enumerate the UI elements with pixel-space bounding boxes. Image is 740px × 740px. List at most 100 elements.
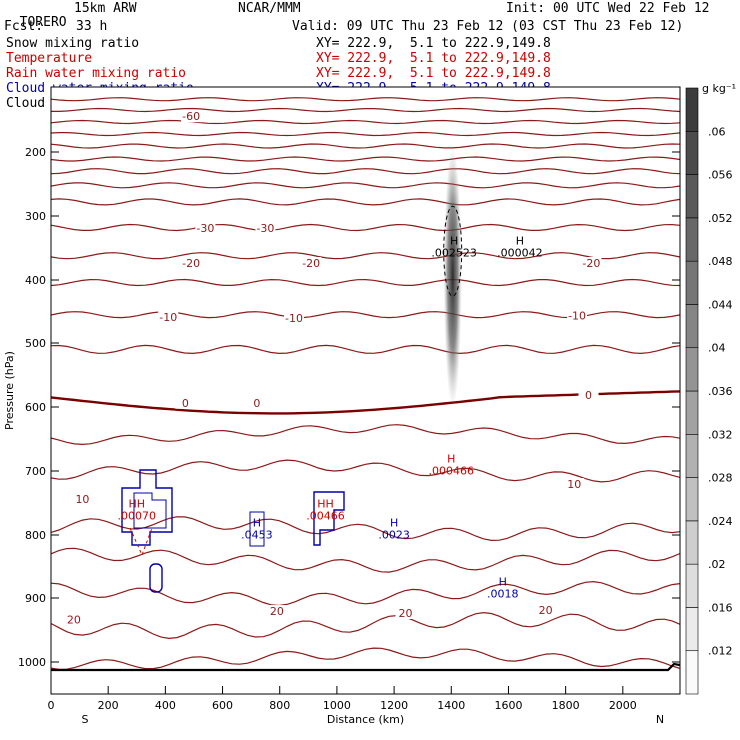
fcst-value: 33 h: [76, 19, 108, 34]
x-axis-label: Distance (km): [327, 713, 404, 726]
temperature-label-bg: [578, 389, 599, 402]
temperature-label: -60: [182, 110, 200, 123]
temperature-label: -30: [256, 222, 274, 235]
temperature-label: 0: [585, 389, 592, 402]
y-tick-label: 200: [25, 146, 46, 159]
maximum-marker: H: [450, 235, 458, 248]
north-direction-label: N: [656, 713, 664, 726]
y-tick-label: 300: [25, 210, 46, 223]
resolution-label: 15km ARW: [74, 1, 137, 16]
maximum-marker: HH: [317, 497, 334, 510]
temperature-contour-line: [50, 547, 681, 573]
temperature-label-bg: [63, 613, 84, 626]
temperature-contours: -60 -30 -30 -20 -20 -20 -10 -10 -10 0 0 0 10 10 20 20 20…: [50, 97, 681, 671]
colorbar-segment: [685, 563, 699, 608]
snow-mixing-ratio-plume: [443, 146, 462, 407]
maximum-value: .000466: [429, 465, 475, 478]
temperature-label-bg: [181, 110, 202, 123]
maximum-marker: H: [499, 575, 507, 588]
temperature-label: 20: [399, 607, 413, 620]
colorbar-level-label: .036: [708, 385, 733, 398]
x-tick-label: 800: [269, 699, 290, 712]
field-name: Rain water mixing ratio: [6, 66, 187, 81]
colorbar-level-label: .052: [708, 212, 733, 225]
maximum-value: .0023: [378, 529, 410, 542]
rain-water-contour: [129, 527, 153, 557]
x-tick-label: 1000: [323, 699, 351, 712]
y-tick-label: 1000: [18, 656, 46, 669]
colorbar-level-label: .028: [708, 472, 733, 485]
temperature-contour-line: [50, 156, 681, 162]
x-tick-label: 1800: [552, 699, 580, 712]
temperature-label-bg: [72, 492, 93, 505]
temperature-label-bg: [564, 478, 585, 491]
colorbar: .012 .016 .02 .024 .028 .032 .036 .04 .044 .048 .0…: [685, 82, 736, 695]
colorbar-unit-label: g kg⁻¹: [702, 82, 736, 95]
temperature-label: 10: [75, 493, 89, 506]
temperature-contour-line: [50, 647, 681, 671]
colorbar-level-label: .044: [708, 298, 733, 311]
colorbar-level-label: .02: [708, 558, 726, 571]
colorbar-segment: [685, 477, 699, 522]
temperature-contour-line: [50, 223, 681, 232]
temperature-contour-line: [50, 424, 681, 446]
field-name: Snow mixing ratio: [6, 36, 140, 51]
colorbar-segment: [685, 260, 699, 305]
maximum-value: .002523: [431, 247, 477, 260]
colorbar-level-label: .024: [708, 515, 733, 528]
temperature-label: -10: [159, 311, 177, 324]
init-label: Init: 00 UTC Wed 22 Feb 12: [506, 1, 710, 16]
south-direction-label: S: [82, 713, 89, 726]
x-tick-label: 0: [48, 699, 55, 712]
x-tick-label: 1600: [494, 699, 522, 712]
org-label: NCAR/MMM: [238, 1, 301, 16]
temperature-label-bg: [395, 607, 416, 619]
cloud-water-contour: [133, 492, 167, 529]
temperature-contour-line: [50, 278, 681, 287]
y-tick-label: 500: [25, 337, 46, 350]
temperature-contour-line: [50, 119, 681, 125]
colorbar-segment: [685, 347, 699, 392]
temperature-label: -20: [182, 257, 200, 270]
temperature-label: 20: [270, 605, 284, 618]
temperature-label-bg: [246, 396, 267, 409]
temperature-label-bg: [255, 221, 276, 234]
x-tick-label: 1200: [380, 699, 408, 712]
temperature-contour-line: [50, 97, 681, 102]
temperature-label: 0: [253, 397, 260, 410]
colorbar-segment: [685, 174, 699, 219]
temperature-contour-line: [50, 344, 681, 355]
field-xy: XY= 222.9, 5.1 to 222.9,149.8: [316, 36, 551, 51]
temperature-contour-line: [50, 516, 681, 542]
temperature-label: 10: [567, 478, 581, 491]
y-tick-label: 700: [25, 465, 46, 478]
temperature-contour-line: [51, 107, 681, 113]
colorbar-segment: [685, 130, 699, 175]
maximum-marker: H: [390, 517, 398, 530]
temperature-label: -20: [582, 257, 600, 270]
x-tick-label: 200: [98, 699, 119, 712]
temperature-label-bg: [266, 605, 287, 618]
temperature-label-bg: [195, 221, 216, 234]
temperature-label-bg: [301, 257, 322, 269]
temperature-label-bg: [581, 257, 602, 269]
cloud-water-contour: [121, 469, 173, 546]
surface-line: [51, 662, 681, 672]
model-title: TORERO: [4, 2, 67, 30]
colorbar-level-label: .048: [708, 255, 733, 268]
temperature-label: -30: [196, 222, 214, 235]
temperature-label: 0: [182, 397, 189, 410]
colorbar-segment: [685, 520, 699, 565]
maximum-marker: H: [253, 517, 261, 530]
temperature-label-bg: [175, 396, 196, 409]
temperature-label: -10: [285, 312, 303, 325]
temperature-contour-line: [50, 168, 681, 175]
y-tick-label: 800: [25, 529, 46, 542]
maximum-value: .00070: [118, 509, 157, 522]
temperature-label: 20: [539, 604, 553, 617]
x-tick-label: 2000: [609, 699, 637, 712]
colorbar-level-label: .012: [708, 645, 733, 658]
colorbar-segment: [685, 650, 699, 695]
x-tick-label: 1400: [437, 699, 465, 712]
temperature-contour-line: [50, 198, 681, 206]
